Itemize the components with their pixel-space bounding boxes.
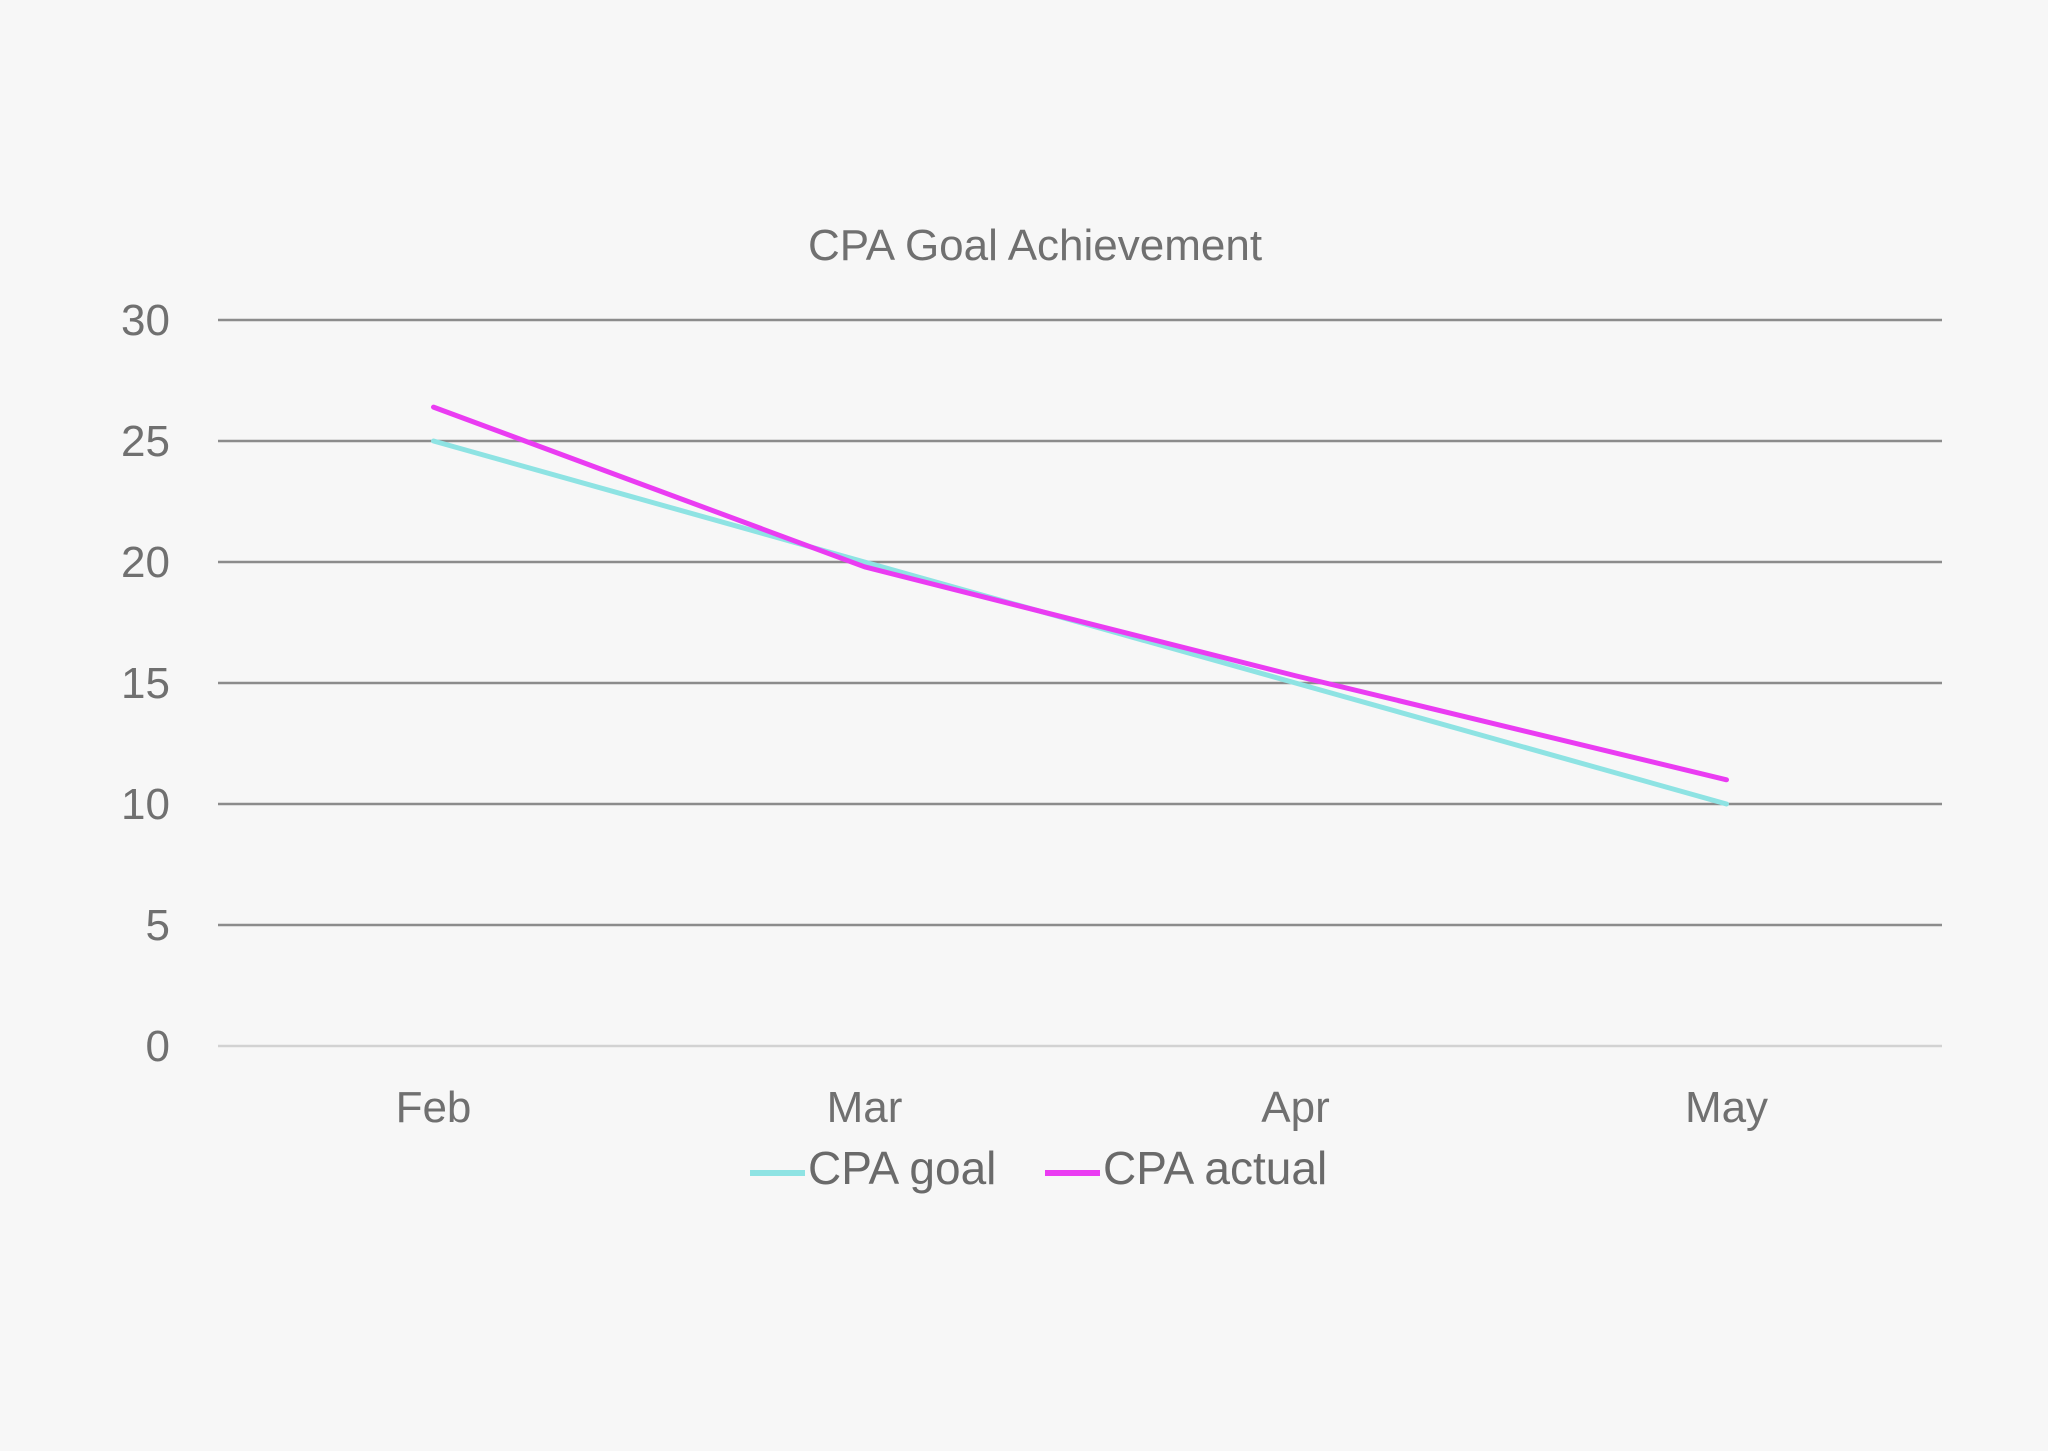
x-tick-label-mar: Mar bbox=[827, 1083, 903, 1132]
y-axis-ticks: 0 5 10 15 20 25 30 bbox=[121, 296, 170, 1071]
x-tick-label-feb: Feb bbox=[396, 1083, 472, 1132]
y-tick-label-0: 0 bbox=[146, 1022, 170, 1071]
legend-label-cpa-actual: CPA actual bbox=[1103, 1142, 1327, 1194]
legend-label-cpa-goal: CPA goal bbox=[808, 1142, 996, 1194]
y-tick-label-5: 5 bbox=[146, 901, 170, 950]
y-tick-label-25: 25 bbox=[121, 417, 170, 466]
x-tick-label-apr: Apr bbox=[1261, 1083, 1329, 1132]
series-lines bbox=[431, 404, 1729, 807]
x-tick-label-may: May bbox=[1685, 1083, 1768, 1132]
legend: CPA goal CPA actual bbox=[750, 1142, 1327, 1194]
series-line-cpa-actual bbox=[431, 404, 1729, 783]
gridlines bbox=[218, 318, 1942, 1048]
y-tick-label-15: 15 bbox=[121, 659, 170, 708]
chart-title: CPA Goal Achievement bbox=[808, 221, 1262, 270]
y-tick-label-20: 20 bbox=[121, 538, 170, 587]
y-tick-label-30: 30 bbox=[121, 296, 170, 345]
x-axis-ticks: Feb Mar Apr May bbox=[396, 1083, 1768, 1132]
y-tick-label-10: 10 bbox=[121, 780, 170, 829]
